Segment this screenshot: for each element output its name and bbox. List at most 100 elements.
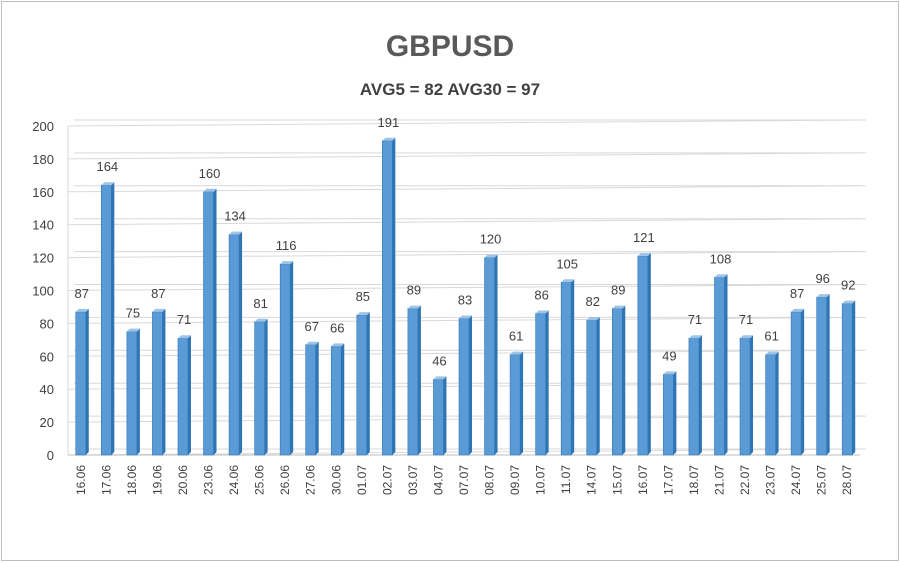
data-label: 89: [611, 283, 625, 298]
bar: [75, 311, 87, 456]
bar-side: [85, 308, 89, 455]
bar: [254, 321, 265, 456]
y-tick-label: 80: [40, 316, 54, 331]
bar-top: [586, 317, 600, 321]
bar-top: [229, 231, 243, 235]
bar-top: [740, 335, 754, 339]
x-tick-label: 26.06: [278, 465, 292, 495]
bar-side: [545, 310, 549, 455]
data-label: 83: [458, 292, 472, 307]
data-label: 87: [151, 286, 165, 301]
x-tick-label: 20.06: [176, 465, 190, 495]
data-label: 87: [75, 286, 89, 301]
gridline-diag: [67, 152, 861, 160]
bar: [816, 296, 827, 456]
bar-side: [801, 308, 805, 455]
data-label: 121: [633, 230, 655, 245]
chart-title: GBPUSD: [385, 30, 515, 63]
data-label: 46: [432, 353, 446, 368]
bar-top: [561, 279, 575, 283]
x-tick-label: 24.06: [227, 465, 241, 495]
bar-side: [111, 182, 115, 455]
bar: [177, 337, 189, 456]
bar-side: [264, 318, 268, 455]
x-tick-label: 17.06: [99, 465, 113, 495]
bar-top: [75, 308, 89, 312]
bar-side: [724, 274, 728, 455]
x-tick-label: 08.07: [483, 465, 497, 495]
bar-side: [136, 328, 140, 455]
bar-side: [443, 376, 447, 455]
x-tick-label: 25.07: [815, 465, 829, 495]
bar: [586, 319, 598, 456]
y-tick-label: 20: [40, 415, 54, 430]
bar: [433, 379, 444, 456]
bar-top: [407, 305, 421, 309]
bar-side: [775, 351, 779, 455]
x-tick-label: 28.07: [840, 465, 854, 495]
gridline-diag: [67, 185, 861, 193]
data-label: 67: [304, 319, 318, 334]
bar: [637, 255, 649, 456]
y-tick-label: 140: [32, 218, 54, 233]
y-tick-label: 200: [32, 119, 54, 134]
bar-top: [126, 328, 140, 332]
gridline-diag: [67, 251, 861, 259]
bar-side: [494, 254, 498, 455]
bar-top: [663, 371, 677, 375]
data-label: 85: [356, 289, 370, 304]
data-label: 71: [688, 312, 702, 327]
bar-side: [417, 305, 421, 455]
bar: [688, 337, 700, 456]
y-tick-label: 180: [32, 152, 54, 167]
y-tick-label: 120: [32, 251, 54, 266]
bar-side: [750, 335, 754, 455]
data-label: 86: [534, 288, 548, 303]
bar-side: [698, 335, 702, 455]
x-tick-label: 24.07: [789, 465, 803, 495]
bar-top: [331, 343, 345, 347]
bar-top: [305, 341, 319, 345]
data-label: 61: [764, 329, 778, 344]
x-tick-label: 27.06: [304, 465, 318, 495]
data-label: 96: [815, 271, 829, 286]
bar: [356, 314, 368, 456]
bar-side: [647, 252, 651, 455]
x-tick-label: 30.06: [329, 465, 343, 495]
bar: [714, 277, 725, 456]
bar-side: [392, 137, 396, 455]
bar-top: [612, 305, 626, 309]
bar: [279, 263, 291, 456]
bar: [203, 191, 214, 456]
data-label: 61: [509, 329, 523, 344]
bar-top: [382, 137, 396, 141]
data-label: 105: [556, 256, 578, 271]
bar-top: [254, 318, 268, 322]
bar: [330, 346, 342, 456]
bar-side: [366, 312, 370, 455]
x-tick-label: 18.06: [125, 465, 139, 495]
y-tick-label: 0: [47, 448, 54, 463]
bar-top: [791, 308, 805, 312]
x-tick-label: 22.07: [738, 465, 752, 495]
data-label: 66: [330, 320, 344, 335]
x-tick-label: 01.07: [355, 465, 369, 495]
x-tick-label: 25.06: [253, 465, 267, 495]
bar-top: [714, 274, 728, 278]
bar-side: [622, 305, 626, 455]
data-label: 87: [790, 286, 804, 301]
bar: [152, 311, 163, 456]
bar: [407, 308, 419, 456]
y-tick-label: 100: [32, 284, 54, 299]
bar-top: [510, 351, 524, 355]
bar: [535, 313, 546, 456]
bar: [739, 337, 751, 456]
bar-side: [852, 300, 856, 455]
bar-top: [816, 294, 830, 298]
bar-side: [571, 279, 575, 455]
bar-top: [459, 315, 472, 319]
data-label: 134: [224, 209, 246, 224]
bar: [101, 184, 112, 456]
